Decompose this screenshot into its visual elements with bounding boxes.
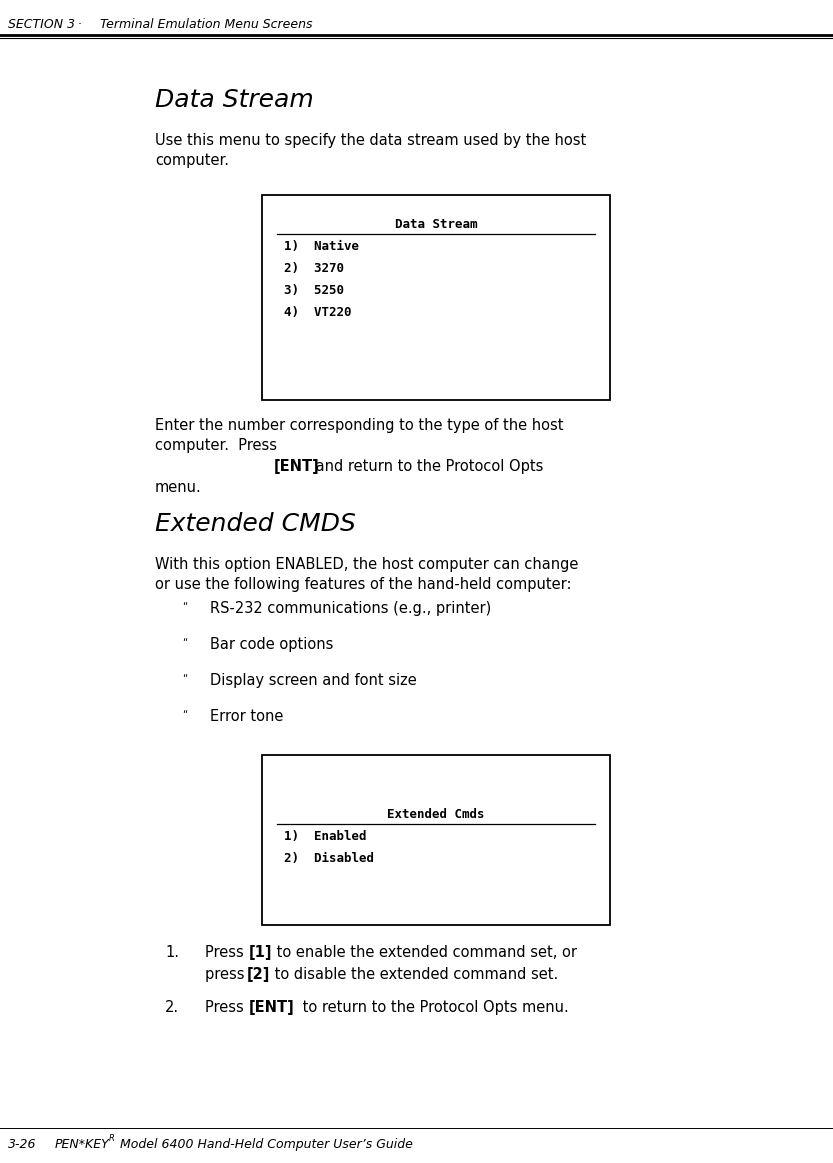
Text: to enable the extended command set, or: to enable the extended command set, or bbox=[272, 946, 577, 959]
Text: Data Stream: Data Stream bbox=[395, 217, 477, 231]
Text: “: “ bbox=[182, 637, 187, 647]
Text: menu.: menu. bbox=[155, 480, 202, 495]
Text: Bar code options: Bar code options bbox=[210, 637, 333, 652]
Text: 4)  VT220: 4) VT220 bbox=[284, 306, 352, 319]
Text: [ENT]: [ENT] bbox=[274, 459, 320, 475]
Text: Terminal Emulation Menu Screens: Terminal Emulation Menu Screens bbox=[100, 17, 312, 31]
Text: press: press bbox=[205, 966, 249, 982]
Text: [2]: [2] bbox=[247, 966, 271, 982]
Text: “: “ bbox=[182, 709, 187, 719]
Text: SECTION 3: SECTION 3 bbox=[8, 17, 75, 31]
Text: [1]: [1] bbox=[249, 946, 272, 959]
Text: 3-26: 3-26 bbox=[8, 1139, 37, 1151]
Text: to disable the extended command set.: to disable the extended command set. bbox=[270, 966, 558, 982]
Text: 2.: 2. bbox=[165, 1000, 179, 1015]
Text: Use this menu to specify the data stream used by the host
computer.: Use this menu to specify the data stream… bbox=[155, 133, 586, 169]
Text: With this option ENABLED, the host computer can change
or use the following feat: With this option ENABLED, the host compu… bbox=[155, 557, 578, 592]
Text: R: R bbox=[109, 1134, 115, 1143]
Text: 1)  Native: 1) Native bbox=[284, 240, 359, 254]
Text: “: “ bbox=[182, 673, 187, 683]
Text: ·: · bbox=[78, 17, 82, 31]
Text: Extended CMDS: Extended CMDS bbox=[155, 512, 356, 536]
Text: 1)  Enabled: 1) Enabled bbox=[284, 830, 367, 843]
Text: 1.: 1. bbox=[165, 946, 179, 959]
Text: Model 6400 Hand-Held Computer User’s Guide: Model 6400 Hand-Held Computer User’s Gui… bbox=[116, 1139, 413, 1151]
Text: 3)  5250: 3) 5250 bbox=[284, 284, 344, 297]
Text: Error tone: Error tone bbox=[210, 709, 283, 725]
Text: 2)  3270: 2) 3270 bbox=[284, 262, 344, 274]
Text: PEN*KEY: PEN*KEY bbox=[55, 1139, 110, 1151]
Text: Press: Press bbox=[205, 1000, 248, 1015]
Text: [ENT]: [ENT] bbox=[249, 1000, 295, 1015]
Text: Display screen and font size: Display screen and font size bbox=[210, 673, 416, 688]
Bar bbox=[262, 195, 610, 400]
Text: 2)  Disabled: 2) Disabled bbox=[284, 852, 374, 865]
Text: and return to the Protocol Opts: and return to the Protocol Opts bbox=[311, 459, 543, 475]
Text: Press: Press bbox=[205, 946, 248, 959]
Text: Enter the number corresponding to the type of the host
computer.  Press: Enter the number corresponding to the ty… bbox=[155, 418, 563, 454]
Text: to return to the Protocol Opts menu.: to return to the Protocol Opts menu. bbox=[298, 1000, 569, 1015]
Text: Extended Cmds: Extended Cmds bbox=[387, 808, 485, 821]
Bar bbox=[262, 755, 610, 925]
Text: “: “ bbox=[182, 601, 187, 611]
Text: Data Stream: Data Stream bbox=[155, 88, 314, 112]
Text: RS-232 communications (e.g., printer): RS-232 communications (e.g., printer) bbox=[210, 601, 491, 616]
